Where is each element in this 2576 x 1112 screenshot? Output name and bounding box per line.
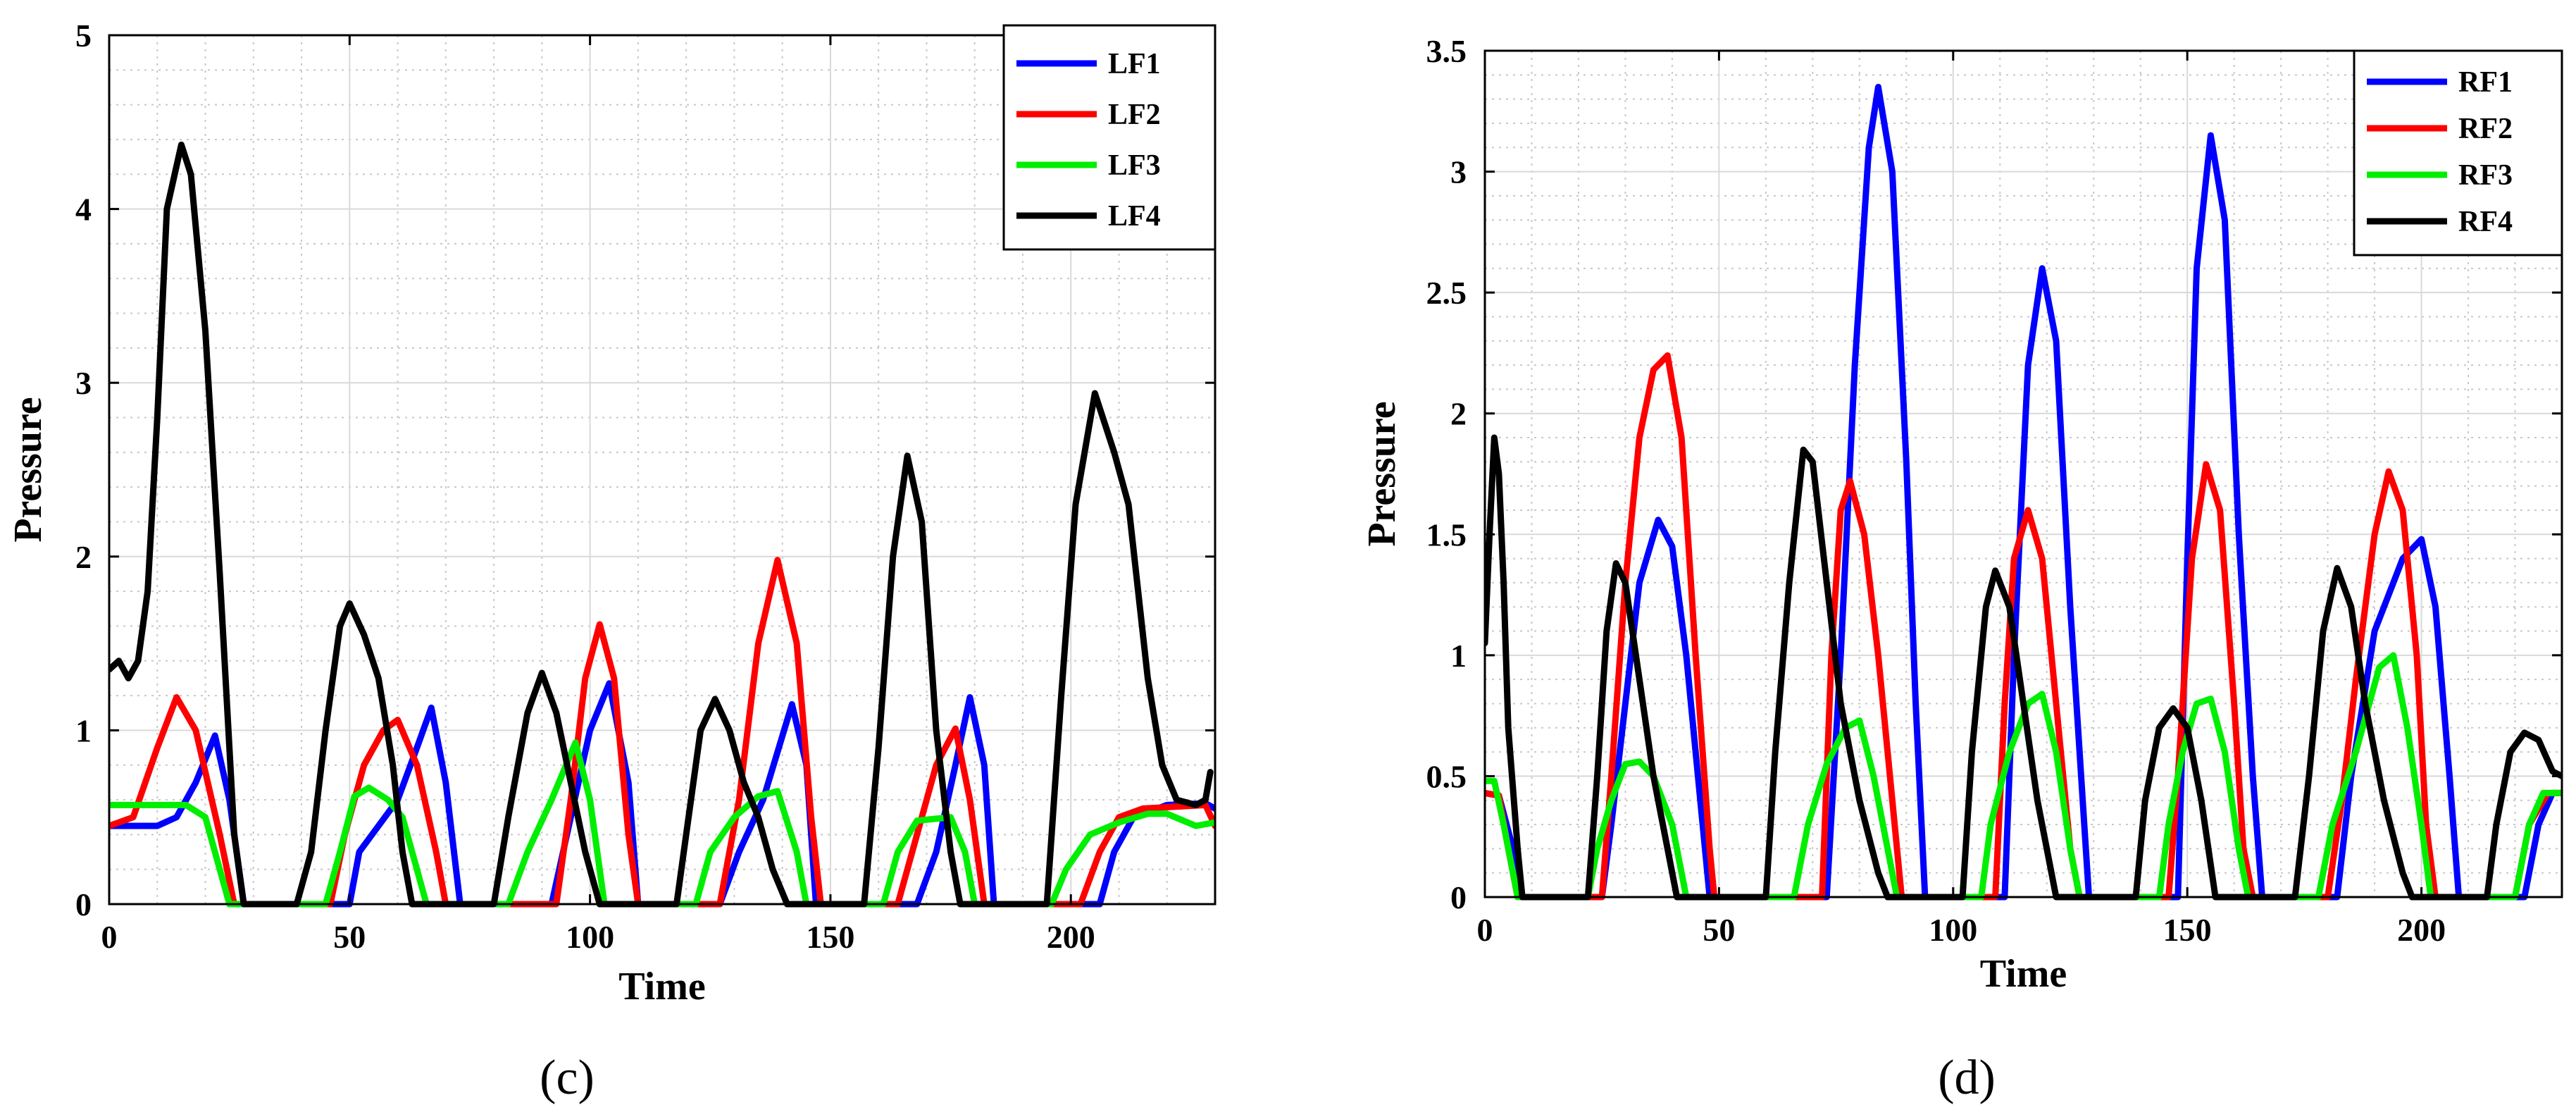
legend-label-lf2: LF2 [1108, 99, 1161, 131]
series-line-rf3 [1485, 652, 2562, 901]
legend: LF1 LF2 LF3 LF4 [1002, 24, 1217, 251]
series-line-lf4 [109, 141, 1214, 908]
x-tick-label: 200 [2397, 912, 2446, 948]
x-tick-label: 50 [1703, 912, 1735, 948]
legend-label-rf2: RF2 [2458, 113, 2513, 145]
y-tick-label: 1.5 [1426, 517, 1467, 552]
x-axis-label: Time [1980, 952, 2067, 996]
series-line-rf2 [1485, 352, 2562, 901]
y-tick-label: 0 [1450, 879, 1467, 915]
x-tick-label: 0 [101, 919, 118, 955]
y-axis-label: Pressure [1360, 401, 1404, 546]
x-tick-label: 150 [806, 919, 854, 955]
x-tick-label: 100 [1929, 912, 1977, 948]
x-tick-label: 200 [1047, 919, 1095, 955]
legend-label-lf3: LF3 [1108, 149, 1161, 182]
y-tick-label: 5 [75, 18, 92, 54]
y-tick-label: 3.5 [1426, 33, 1467, 69]
x-tick-label: 150 [2163, 912, 2212, 948]
axes-box [108, 34, 1217, 906]
y-tick-label: 3 [1450, 154, 1467, 190]
series-line-rf4 [1485, 434, 2562, 901]
x-tick-label: 0 [1477, 912, 1493, 948]
y-tick-label: 1 [1450, 638, 1467, 674]
x-tick-label: 100 [566, 919, 614, 955]
series-line-rf1 [1485, 84, 2562, 901]
x-axis-label: Time [618, 965, 705, 1008]
legend-label-rf4: RF4 [2458, 206, 2513, 238]
y-tick-label: 2 [1450, 396, 1467, 432]
legend-label-lf1: LF1 [1108, 48, 1161, 80]
y-tick-label: 0 [75, 886, 92, 922]
axes-box [1483, 49, 2563, 898]
y-axis-label: Pressure [6, 397, 50, 542]
y-tick-label: 4 [75, 192, 92, 228]
x-tick-label: 50 [333, 919, 366, 955]
y-tick-label: 1 [75, 712, 92, 748]
panel-d: 0 0.5 1 1.5 2 2.5 3 3.5 0 50 100 150 200 Time Pressure… [1360, 33, 2563, 1105]
y-tick-label: 2.5 [1426, 275, 1467, 311]
y-tick-label: 3 [75, 365, 92, 401]
y-tick-label: 0.5 [1426, 758, 1467, 794]
legend-label-rf3: RF3 [2458, 159, 2513, 192]
legend: RF1 RF2 RF3 RF4 [2353, 49, 2563, 257]
legend-label-rf1: RF1 [2458, 66, 2513, 99]
panel-caption: (c) [540, 1051, 595, 1105]
panel-caption: (d) [1938, 1051, 1996, 1105]
legend-label-lf4: LF4 [1108, 200, 1161, 233]
y-tick-label: 2 [75, 539, 92, 575]
